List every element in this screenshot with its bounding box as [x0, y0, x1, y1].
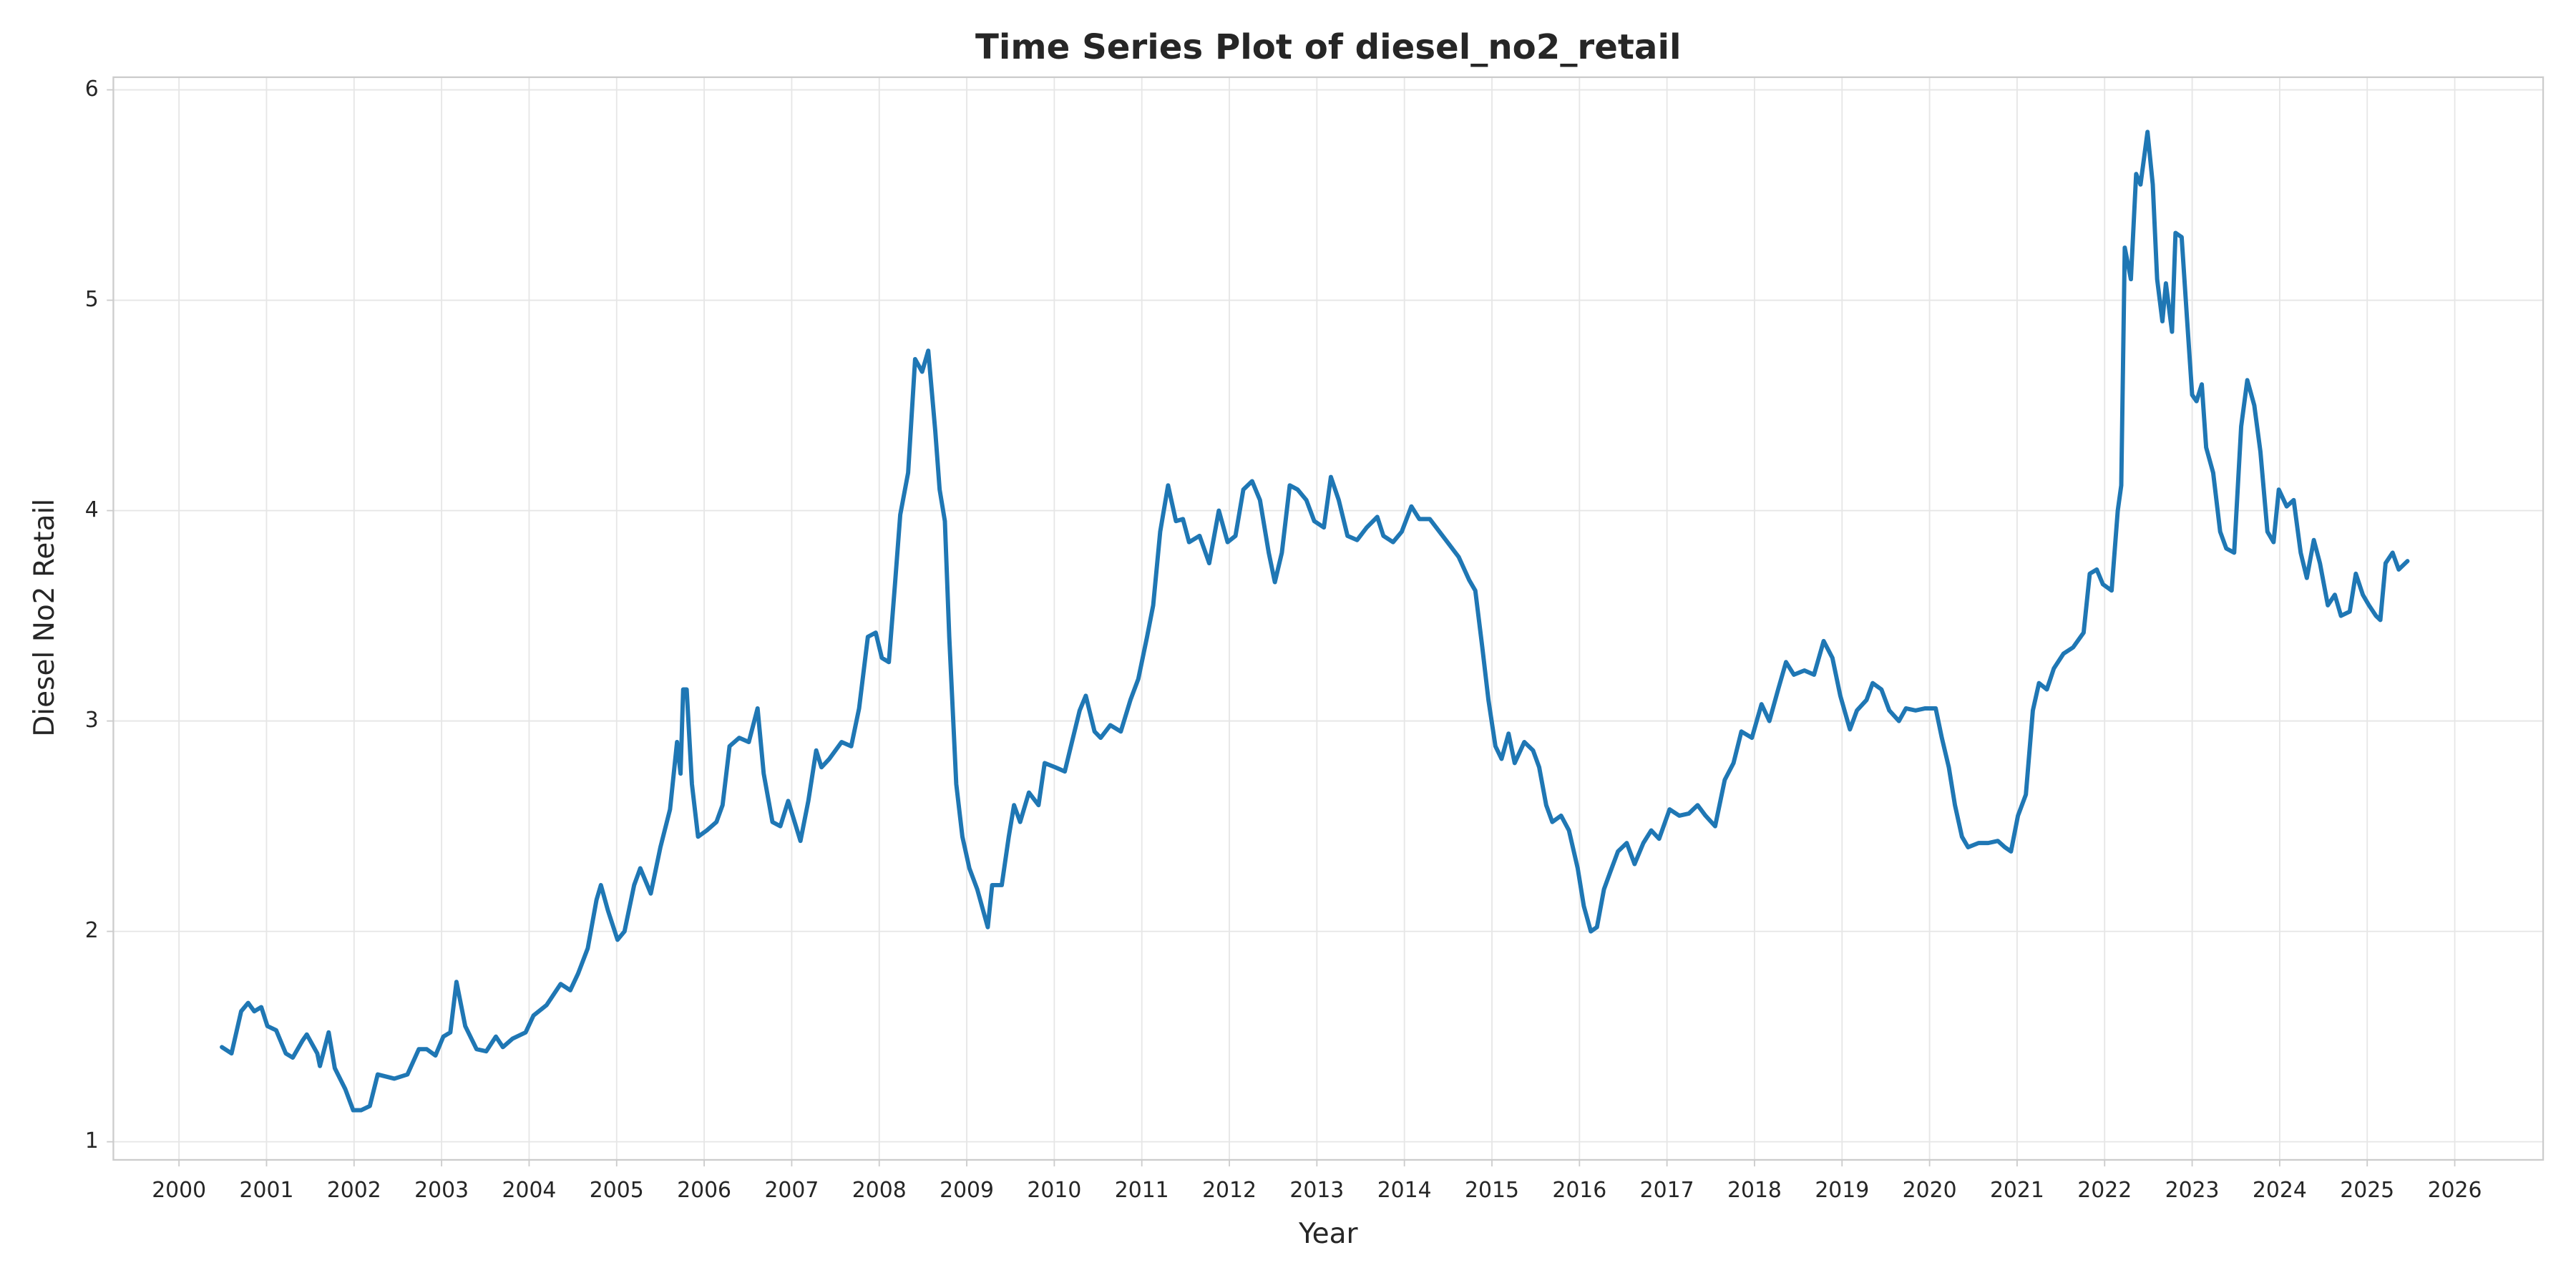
- x-tick-label: 2020: [1903, 1178, 1957, 1203]
- x-tick-label: 2007: [764, 1178, 819, 1203]
- x-tick-label: 2014: [1377, 1178, 1432, 1203]
- x-tick-label: 2005: [590, 1178, 644, 1203]
- x-tick-label: 2016: [1552, 1178, 1606, 1203]
- x-tick-label: 2026: [2428, 1178, 2482, 1203]
- x-tick-label: 2017: [1640, 1178, 1694, 1203]
- x-tick-label: 2015: [1465, 1178, 1519, 1203]
- x-tick-label: 2018: [1727, 1178, 1782, 1203]
- x-tick-label: 2003: [414, 1178, 469, 1203]
- y-tick-label: 4: [85, 497, 99, 522]
- x-tick-label: 2001: [240, 1178, 294, 1203]
- x-tick-label: 2012: [1202, 1178, 1257, 1203]
- data-line: [220, 130, 2410, 1113]
- y-tick-label: 2: [85, 918, 99, 943]
- x-axis-label: Year: [1298, 1218, 1359, 1250]
- y-tick-label: 3: [85, 708, 99, 733]
- chart-title: Time Series Plot of diesel_no2_retail: [975, 27, 1682, 67]
- x-tick-label: 2011: [1115, 1178, 1169, 1203]
- x-tick-label: 2023: [2165, 1178, 2220, 1203]
- x-tick-label: 2010: [1027, 1178, 1081, 1203]
- x-tick-label: 2008: [852, 1178, 907, 1203]
- x-tick-label: 2021: [1990, 1178, 2044, 1203]
- y-tick-label: 6: [85, 77, 99, 102]
- x-tick-label: 2000: [152, 1178, 206, 1203]
- y-axis-label: Diesel No2 Retail: [29, 499, 61, 737]
- x-tick-label: 2019: [1815, 1178, 1869, 1203]
- x-tick-label: 2009: [940, 1178, 994, 1203]
- y-tick-label: 5: [85, 287, 99, 312]
- x-tick-label: 2002: [327, 1178, 381, 1203]
- x-tick-label: 2024: [2253, 1178, 2307, 1203]
- x-tick-label: 2022: [2077, 1178, 2132, 1203]
- y-tick-label: 1: [85, 1128, 99, 1153]
- x-tick-label: 2006: [677, 1178, 731, 1203]
- plot-frame: [112, 76, 2545, 1161]
- x-tick-label: 2004: [502, 1178, 556, 1203]
- x-tick-label: 2025: [2340, 1178, 2394, 1203]
- x-tick-label: 2013: [1289, 1178, 1344, 1203]
